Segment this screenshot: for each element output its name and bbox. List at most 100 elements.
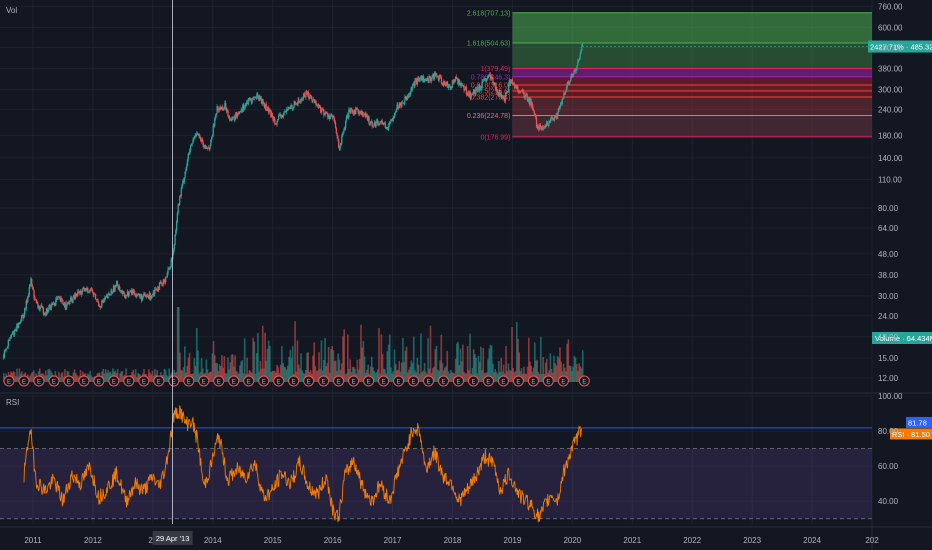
- candle-body: [220, 106, 222, 110]
- candle-body: [333, 115, 335, 120]
- earnings-marker[interactable]: [303, 375, 315, 387]
- rsi-panel[interactable]: 81.78 RSI · 81.50: [0, 405, 932, 523]
- candle-body: [109, 294, 112, 296]
- earnings-marker[interactable]: [3, 375, 15, 387]
- volume-bar: [502, 364, 505, 382]
- volume-bar: [337, 353, 340, 382]
- earnings-marker[interactable]: [273, 375, 285, 387]
- volume-bar: [469, 333, 471, 382]
- earnings-marker[interactable]: [153, 375, 165, 387]
- volume-bar: [38, 368, 41, 382]
- candle-body: [542, 127, 545, 129]
- earnings-marker[interactable]: [348, 375, 360, 387]
- earnings-marker[interactable]: [243, 375, 255, 387]
- volume-bar: [434, 349, 437, 382]
- candle-body: [361, 112, 363, 115]
- candle-body: [260, 98, 262, 100]
- candle-body: [516, 86, 518, 89]
- candle-body: [144, 293, 146, 295]
- candle-body: [558, 108, 560, 110]
- earnings-marker[interactable]: [33, 375, 45, 387]
- candle-body: [467, 91, 469, 95]
- earnings-marker[interactable]: [18, 375, 30, 387]
- candle-body: [490, 76, 493, 80]
- earnings-marker[interactable]: [527, 375, 539, 387]
- earnings-marker[interactable]: [437, 375, 449, 387]
- earnings-marker[interactable]: [512, 375, 524, 387]
- candle-body: [33, 290, 35, 298]
- candle-body: [513, 83, 515, 85]
- price-series[interactable]: 2427.71% · 485.32: [2, 40, 932, 360]
- candle-body: [208, 148, 210, 150]
- earnings-marker[interactable]: [183, 375, 195, 387]
- candle-body: [541, 127, 543, 131]
- earnings-marker[interactable]: [123, 375, 135, 387]
- earnings-marker[interactable]: [363, 375, 375, 387]
- candle-body: [416, 79, 419, 85]
- candle-body: [436, 76, 439, 78]
- earnings-marker[interactable]: [198, 375, 210, 387]
- candle-body: [316, 104, 318, 106]
- earnings-marker[interactable]: [497, 375, 509, 387]
- earnings-marker[interactable]: [393, 375, 405, 387]
- volume-bar: [194, 365, 197, 382]
- earnings-marker[interactable]: [228, 375, 240, 387]
- earnings-marker[interactable]: [168, 375, 180, 387]
- candle-body: [151, 295, 153, 299]
- candle-body: [213, 125, 215, 127]
- volume-bar: [288, 356, 290, 382]
- earnings-marker[interactable]: [48, 375, 60, 387]
- earnings-marker[interactable]: [108, 375, 120, 387]
- candle-body: [67, 302, 69, 304]
- candle-body: [567, 81, 570, 85]
- candle-body: [519, 90, 521, 93]
- earnings-marker[interactable]: [138, 375, 150, 387]
- earnings-marker[interactable]: [288, 375, 300, 387]
- candle-body: [401, 102, 404, 104]
- earnings-marker[interactable]: [578, 375, 590, 387]
- candle-body: [372, 126, 374, 127]
- candle-body: [567, 81, 569, 85]
- y-tick-label: 760.00: [878, 2, 903, 11]
- earnings-marker[interactable]: [258, 375, 270, 387]
- fib-zone: [512, 96, 872, 116]
- candle-body: [41, 306, 44, 308]
- candle-body: [75, 293, 77, 296]
- fibonacci-retracement[interactable]: 2.618(707.13)1.618(504.63)1(379.49)0.786…: [467, 10, 872, 141]
- candle-body: [147, 295, 150, 299]
- candle-body: [211, 136, 213, 140]
- x-tick-label: 2021: [623, 536, 641, 545]
- candle-body: [71, 299, 73, 303]
- earnings-marker[interactable]: [213, 375, 225, 387]
- volume-bar: [188, 352, 191, 382]
- earnings-marker[interactable]: [467, 375, 479, 387]
- candle-body: [288, 108, 291, 109]
- earnings-marker[interactable]: [333, 375, 345, 387]
- candle-body: [572, 73, 574, 77]
- candle-body: [461, 85, 464, 87]
- earnings-marker[interactable]: [318, 375, 330, 387]
- earnings-marker[interactable]: [423, 375, 435, 387]
- candle-body: [410, 88, 412, 92]
- candle-body: [378, 123, 380, 125]
- earnings-marker[interactable]: [378, 375, 390, 387]
- candle-body: [272, 118, 274, 121]
- candle-body: [451, 80, 454, 88]
- candle-body: [246, 102, 248, 105]
- candle-body: [568, 82, 570, 85]
- candle-body: [95, 299, 98, 301]
- earnings-marker[interactable]: [408, 375, 420, 387]
- earnings-marker[interactable]: [452, 375, 464, 387]
- earnings-marker[interactable]: [63, 375, 75, 387]
- earnings-marker[interactable]: [557, 375, 569, 387]
- earnings-marker[interactable]: [542, 375, 554, 387]
- earnings-marker[interactable]: [78, 375, 90, 387]
- earnings-marker[interactable]: [482, 375, 494, 387]
- volume-bar: [210, 371, 212, 382]
- candle-body: [86, 287, 88, 291]
- earnings-marker[interactable]: [93, 375, 105, 387]
- candle-body: [455, 76, 457, 79]
- earnings-marker-label: E: [546, 380, 550, 386]
